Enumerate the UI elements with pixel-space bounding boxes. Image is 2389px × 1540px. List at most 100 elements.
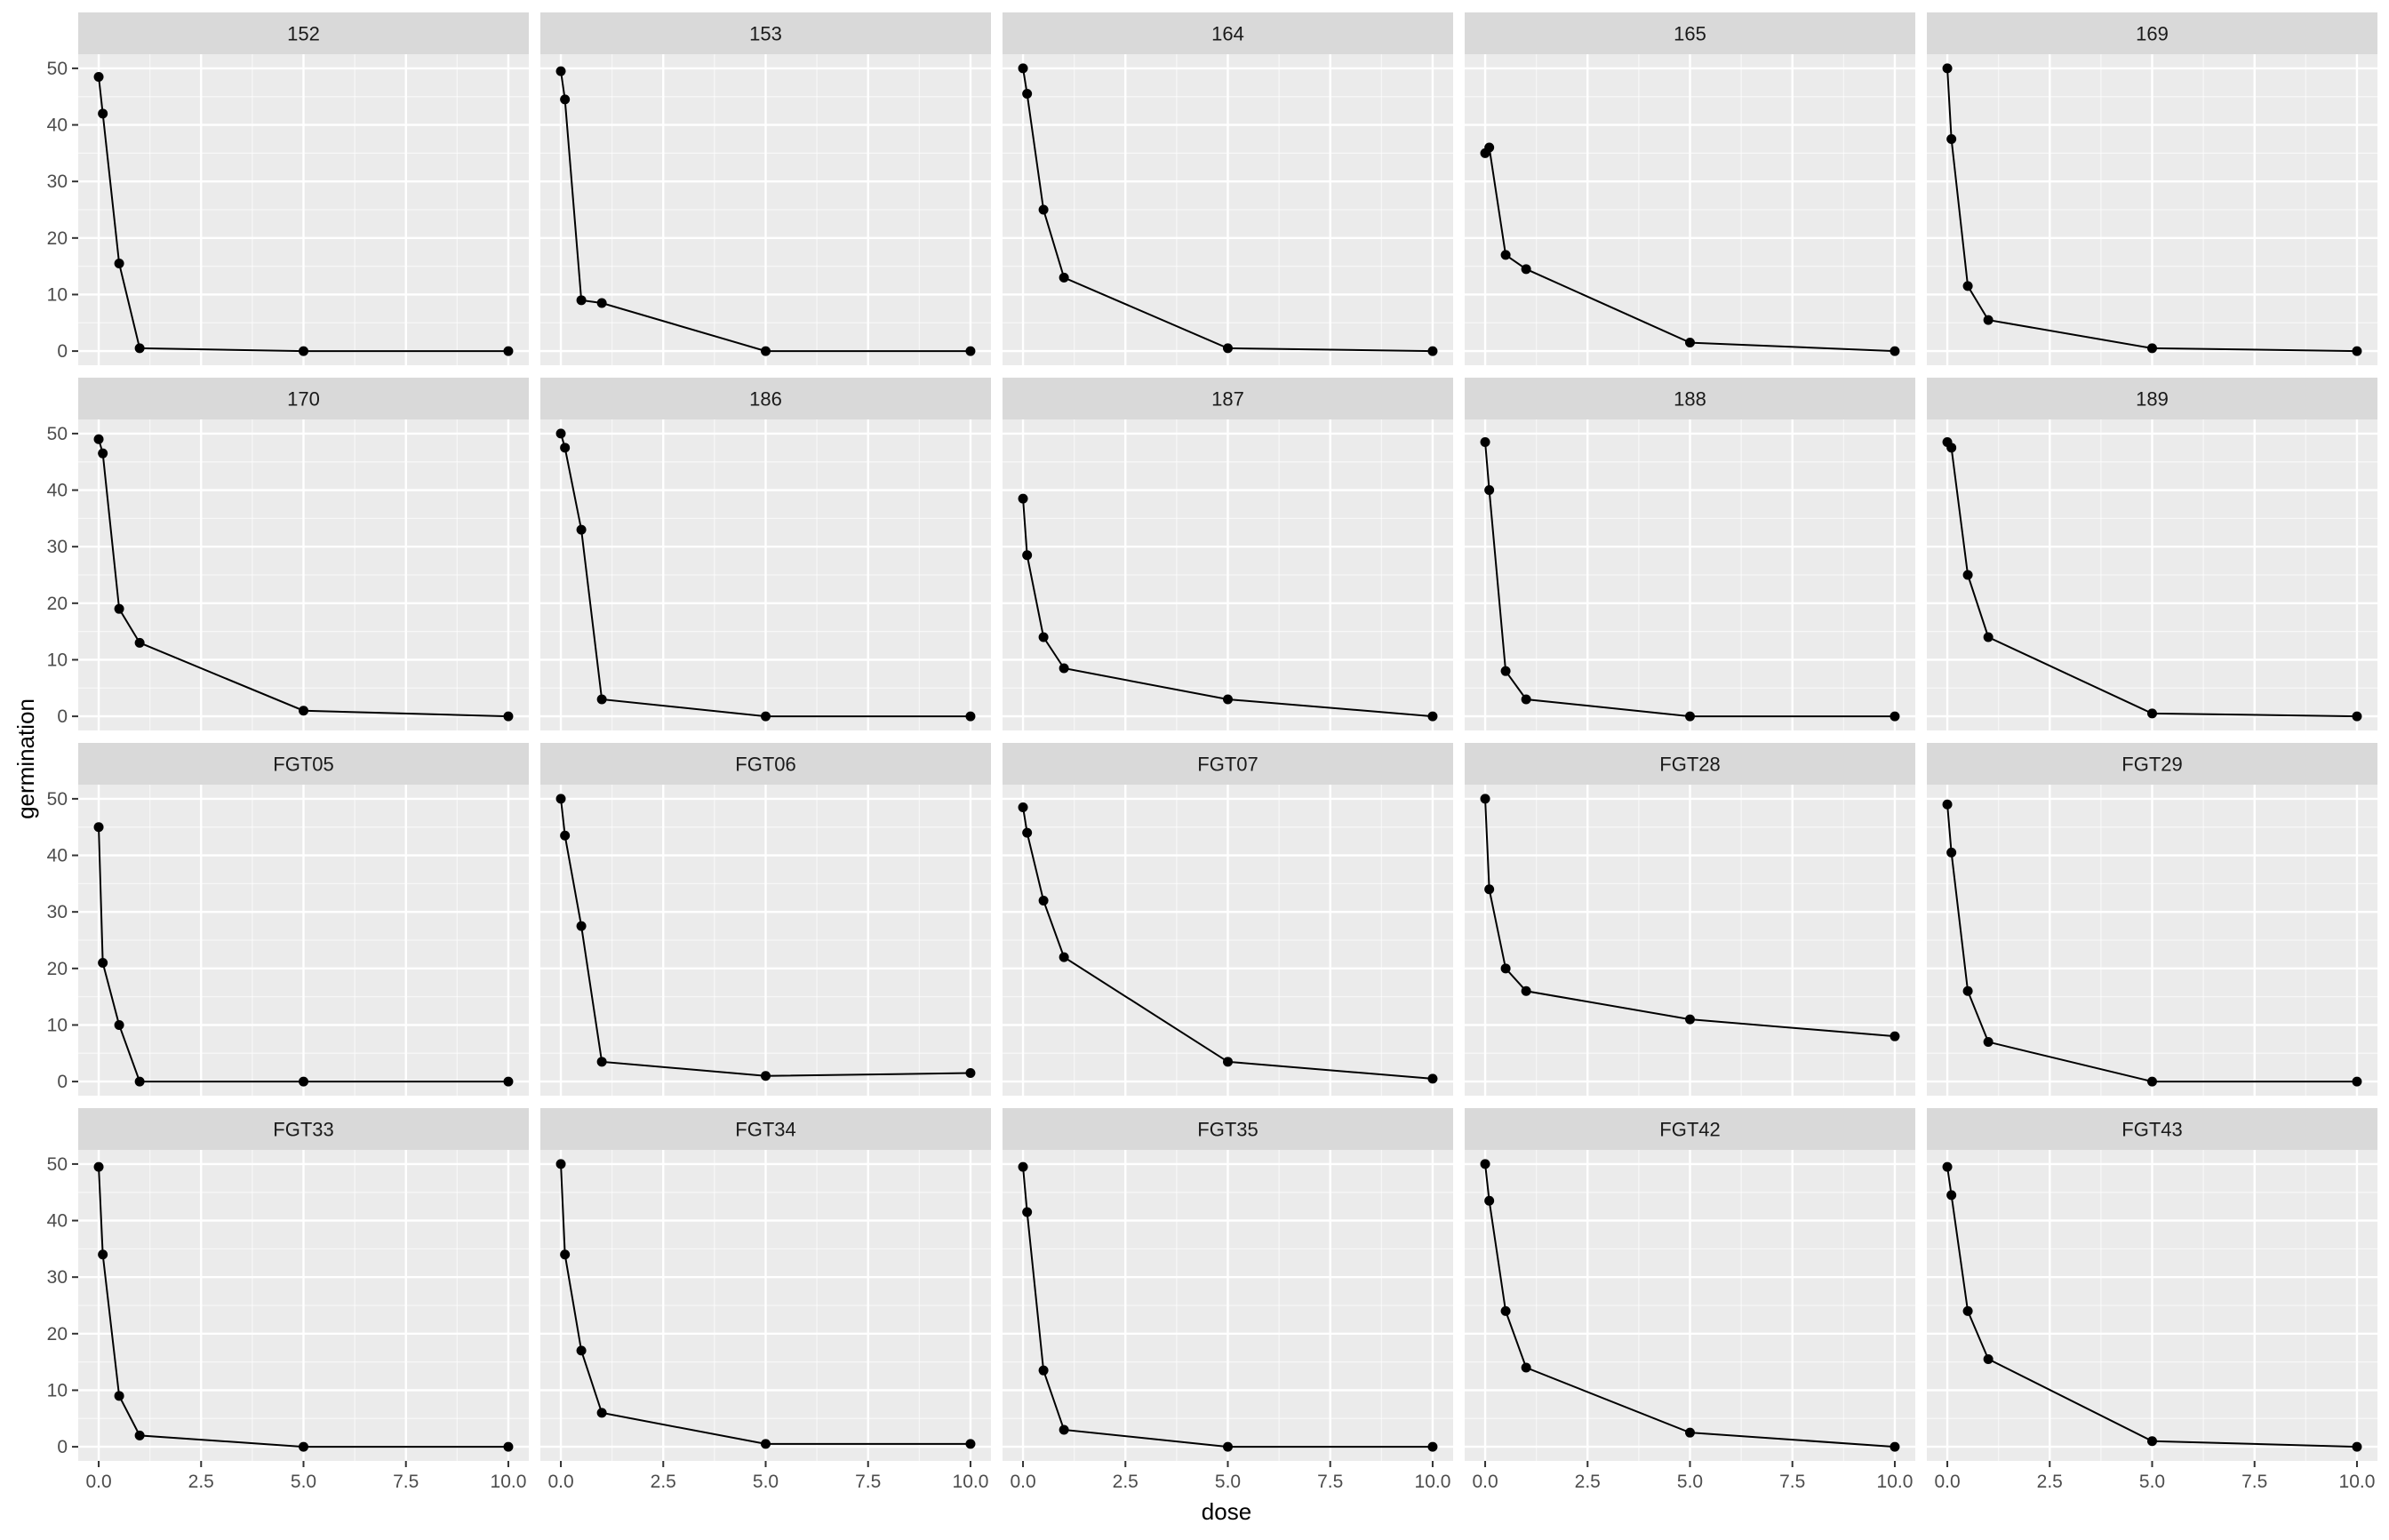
facet-strip-label: 186 <box>749 388 782 411</box>
facet-panel-FGT07: FGT07 <box>1003 743 1453 1096</box>
y-tick-label: 40 <box>47 1211 68 1232</box>
data-point <box>1685 1014 1695 1025</box>
facet-panel-188: 188 <box>1465 378 1915 730</box>
data-point <box>2352 1076 2362 1087</box>
data-point <box>2147 708 2157 719</box>
series-line <box>1946 68 2357 353</box>
data-point <box>1059 1424 1069 1435</box>
facet-strip-label: FGT35 <box>1197 1119 1258 1141</box>
facet-strip-label: FGT05 <box>273 754 333 776</box>
x-tick-label: 7.5 <box>393 1472 419 1492</box>
data-point <box>98 957 108 968</box>
y-tick-label: 20 <box>47 1324 68 1345</box>
data-point <box>576 524 587 535</box>
data-point <box>1223 1057 1233 1067</box>
facet-strip <box>1003 743 1453 785</box>
facet-strip-label: FGT33 <box>273 1119 333 1141</box>
x-tick-label: 2.5 <box>1113 1472 1139 1492</box>
data-point <box>1018 802 1028 812</box>
x-tick-label: 2.5 <box>188 1472 214 1492</box>
data-point <box>1059 272 1069 283</box>
data-point <box>1942 799 1953 810</box>
data-point <box>299 706 308 716</box>
x-tick-label: 5.0 <box>1215 1472 1241 1492</box>
facet-strip-label: FGT42 <box>1659 1119 1720 1141</box>
facet-panel-FGT34: FGT34 0.0 2.5 5.0 7.5 10.0 <box>540 1108 991 1492</box>
x-tick-label: 2.5 <box>1575 1472 1601 1492</box>
y-tick-label: 0 <box>57 1072 68 1092</box>
data-point <box>2352 1441 2362 1452</box>
facet-strip-label: 189 <box>2136 388 2169 411</box>
facet-panel-FGT42: FGT42 0.0 2.5 5.0 7.5 10.0 <box>1465 1108 1915 1492</box>
facet-strip <box>1003 1108 1453 1150</box>
data-point <box>2352 711 2362 722</box>
data-point <box>1022 550 1033 561</box>
data-point <box>596 298 607 308</box>
x-tick-label: 10.0 <box>1877 1472 1914 1492</box>
facet-panel-165: 165 <box>1465 12 1915 365</box>
facet-strip <box>540 1108 991 1150</box>
data-point <box>1685 711 1695 722</box>
facet-panel-164: 164 <box>1003 12 1453 365</box>
data-point <box>1500 666 1511 676</box>
data-point <box>503 346 514 356</box>
x-tick-label: 7.5 <box>1317 1472 1343 1492</box>
y-tick-label: 10 <box>47 650 68 670</box>
facet-strip-label: FGT29 <box>2121 754 2182 776</box>
facet-panel-186: 186 <box>540 378 991 730</box>
data-point <box>1962 570 1973 580</box>
facet-strip-label: FGT43 <box>2121 1119 2182 1141</box>
data-point <box>560 443 571 453</box>
series-line <box>1022 499 1434 718</box>
x-tick-label: 7.5 <box>2241 1472 2267 1492</box>
data-point <box>1038 204 1049 215</box>
data-point <box>134 637 145 648</box>
data-point <box>114 603 124 614</box>
data-point <box>761 1071 771 1081</box>
data-point <box>1890 1031 1900 1041</box>
series-line <box>1022 1166 1433 1448</box>
data-point <box>965 346 976 356</box>
y-tick-label: 30 <box>47 172 68 192</box>
facet-strip <box>540 378 991 419</box>
data-point <box>1427 346 1438 356</box>
series-line <box>560 798 971 1077</box>
data-point <box>965 1439 976 1449</box>
data-point <box>965 711 976 722</box>
x-tick-label: 0.0 <box>1010 1472 1035 1492</box>
data-point <box>2352 346 2362 356</box>
data-point <box>134 1076 145 1087</box>
y-tick-label: 50 <box>47 59 68 79</box>
data-point <box>1223 694 1233 705</box>
data-point <box>1427 1441 1438 1452</box>
data-point <box>1223 1441 1233 1452</box>
y-tick-label: 10 <box>47 1380 68 1400</box>
facet-strip <box>1927 1108 2377 1150</box>
facet-strip-label: 153 <box>749 23 782 45</box>
x-tick-label: 2.5 <box>651 1472 676 1492</box>
data-point <box>299 346 308 356</box>
data-point <box>114 1391 124 1401</box>
data-point <box>1022 89 1033 100</box>
data-point <box>98 108 108 119</box>
series-line <box>1946 804 2357 1083</box>
data-point <box>114 258 124 268</box>
y-tick-label: 30 <box>47 537 68 557</box>
facet-panel-170: 170 0 10 20 30 40 50 <box>47 378 529 730</box>
data-point <box>1942 63 1953 74</box>
data-point <box>596 694 607 705</box>
y-tick-label: 0 <box>57 1437 68 1457</box>
data-point <box>1890 1441 1900 1452</box>
data-point <box>555 66 566 76</box>
y-tick-label: 30 <box>47 1267 68 1288</box>
data-point <box>560 830 571 841</box>
facet-strip-label: 164 <box>1211 23 1244 45</box>
facet-panel-FGT05: FGT05 0 10 20 30 40 50 <box>47 743 529 1096</box>
facet-strip <box>1465 378 1915 419</box>
data-point <box>1018 493 1028 504</box>
facet-strip <box>78 743 529 785</box>
facet-strip-label: 188 <box>1674 388 1706 411</box>
facet-strip <box>540 12 991 54</box>
data-point <box>1500 250 1511 260</box>
